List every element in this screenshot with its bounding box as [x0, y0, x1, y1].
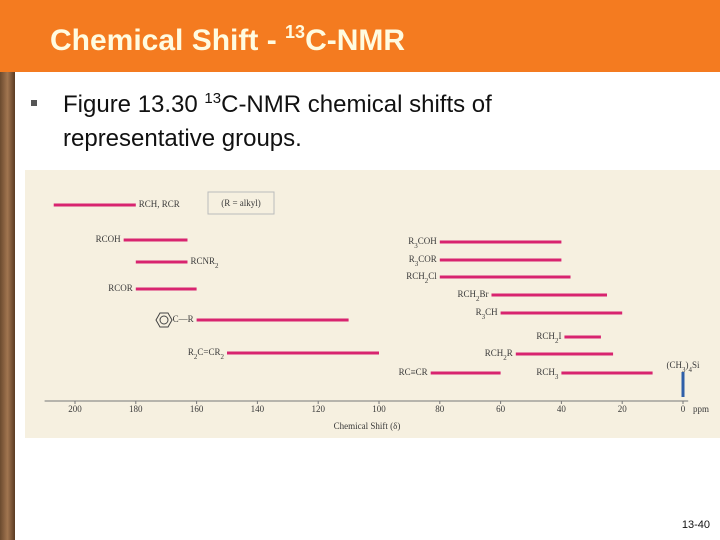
range-label: RCH2R	[485, 348, 513, 362]
x-tick-label: 180	[129, 404, 143, 414]
label-part: 2	[221, 353, 225, 361]
label-part: 3	[682, 366, 686, 374]
figure: (R = alkyl) 200 180 160 140 120 100 80 60 40 20 0 p…	[25, 170, 720, 438]
label-part: COH	[418, 236, 438, 246]
bullet-part: C-NMR chemical shifts of	[221, 91, 492, 118]
label-part: RCH	[536, 367, 555, 377]
x-tick-label: 120	[311, 404, 325, 414]
label-part: RCH	[485, 348, 504, 358]
range-label: C—R	[173, 314, 194, 324]
benzene-ring	[155, 312, 173, 328]
label-part: 3	[414, 242, 418, 250]
label-part: 2	[476, 295, 480, 303]
label-part: )	[685, 360, 688, 370]
range-label: R3COR	[409, 254, 437, 268]
bullet-text: Figure 13.30 13C-NMR chemical shifts of	[63, 90, 492, 118]
range-label: R3COH	[408, 236, 437, 250]
range-label: RCNR2	[190, 256, 219, 270]
title-sup: 13	[285, 22, 305, 42]
range-label: RCH3	[536, 367, 559, 381]
label-part: Cl	[428, 271, 437, 281]
figure-bg	[25, 170, 720, 438]
label-part: 4	[688, 366, 692, 374]
label-part: 2	[503, 354, 507, 362]
bullet-sup: 13	[204, 90, 221, 107]
bullet	[31, 100, 37, 106]
label-part: RCH	[536, 331, 555, 341]
x-tick-label: 80	[435, 404, 445, 414]
bullet-text: representative groups.	[63, 125, 302, 152]
range-label: R3CH	[476, 307, 499, 321]
label-part: RCOR	[108, 283, 133, 293]
label-part: C=CR	[197, 347, 220, 357]
label-part: C—R	[173, 314, 194, 324]
page-number: 13-40	[682, 519, 710, 531]
range-label: RCH, RCR	[139, 199, 180, 209]
reference-label: (CH3)4Si	[666, 360, 700, 374]
x-unit: ppm	[693, 404, 709, 414]
range-label: RCH2Br	[457, 289, 488, 303]
label-part: 3	[482, 313, 486, 321]
annotation: (R = alkyl)	[221, 198, 261, 208]
title-part: C-NMR	[305, 24, 405, 57]
slide-title: Chemical Shift - 13C-NMR	[50, 22, 405, 57]
range-label: RCOR	[108, 283, 133, 293]
x-tick-label: 60	[496, 404, 506, 414]
side-strip	[0, 72, 15, 540]
range-label: R2C=CR2	[188, 347, 225, 361]
label-part: COR	[418, 254, 437, 264]
label-part: 3	[555, 373, 559, 381]
label-part: CH	[485, 307, 498, 317]
header-bar	[0, 0, 720, 72]
label-part: R	[476, 307, 482, 317]
label-part: R	[408, 236, 414, 246]
label-part: RCH, RCR	[139, 199, 180, 209]
label-part: 2	[194, 353, 198, 361]
label-part: Br	[479, 289, 488, 299]
x-tick-label: 160	[190, 404, 204, 414]
label-part: 2	[215, 262, 219, 270]
label-part: I	[558, 331, 561, 341]
label-part: R	[188, 347, 194, 357]
range-label: RCH2Cl	[406, 271, 437, 285]
title-part: Chemical Shift -	[50, 24, 285, 57]
annotation-box	[207, 191, 275, 215]
x-tick-label: 200	[68, 404, 82, 414]
label-part: RCH	[457, 289, 476, 299]
range-label: RCOH	[96, 234, 122, 244]
label-part: RCOH	[96, 234, 122, 244]
label-part: 2	[425, 277, 429, 285]
label-part: R	[409, 254, 415, 264]
label-part: RC≡CR	[399, 367, 428, 377]
label-part: (CH	[666, 360, 682, 370]
label-part: 2	[555, 337, 559, 345]
bullet-part: Figure 13.30	[63, 91, 204, 118]
label-part: R	[507, 348, 513, 358]
x-axis-label: Chemical Shift (δ)	[334, 421, 401, 431]
x-tick-label: 0	[681, 404, 686, 414]
range-label: RCH2I	[536, 331, 561, 345]
label-part: RCNR	[190, 256, 215, 266]
benzene-ring	[159, 315, 169, 325]
x-tick-label: 40	[557, 404, 567, 414]
label-part: RCH	[406, 271, 425, 281]
x-tick-label: 140	[251, 404, 265, 414]
range-label: RC≡CR	[399, 367, 428, 377]
x-tick-label: 100	[372, 404, 386, 414]
label-part: Si	[692, 360, 700, 370]
x-tick-label: 20	[618, 404, 628, 414]
label-part: 3	[415, 260, 419, 268]
